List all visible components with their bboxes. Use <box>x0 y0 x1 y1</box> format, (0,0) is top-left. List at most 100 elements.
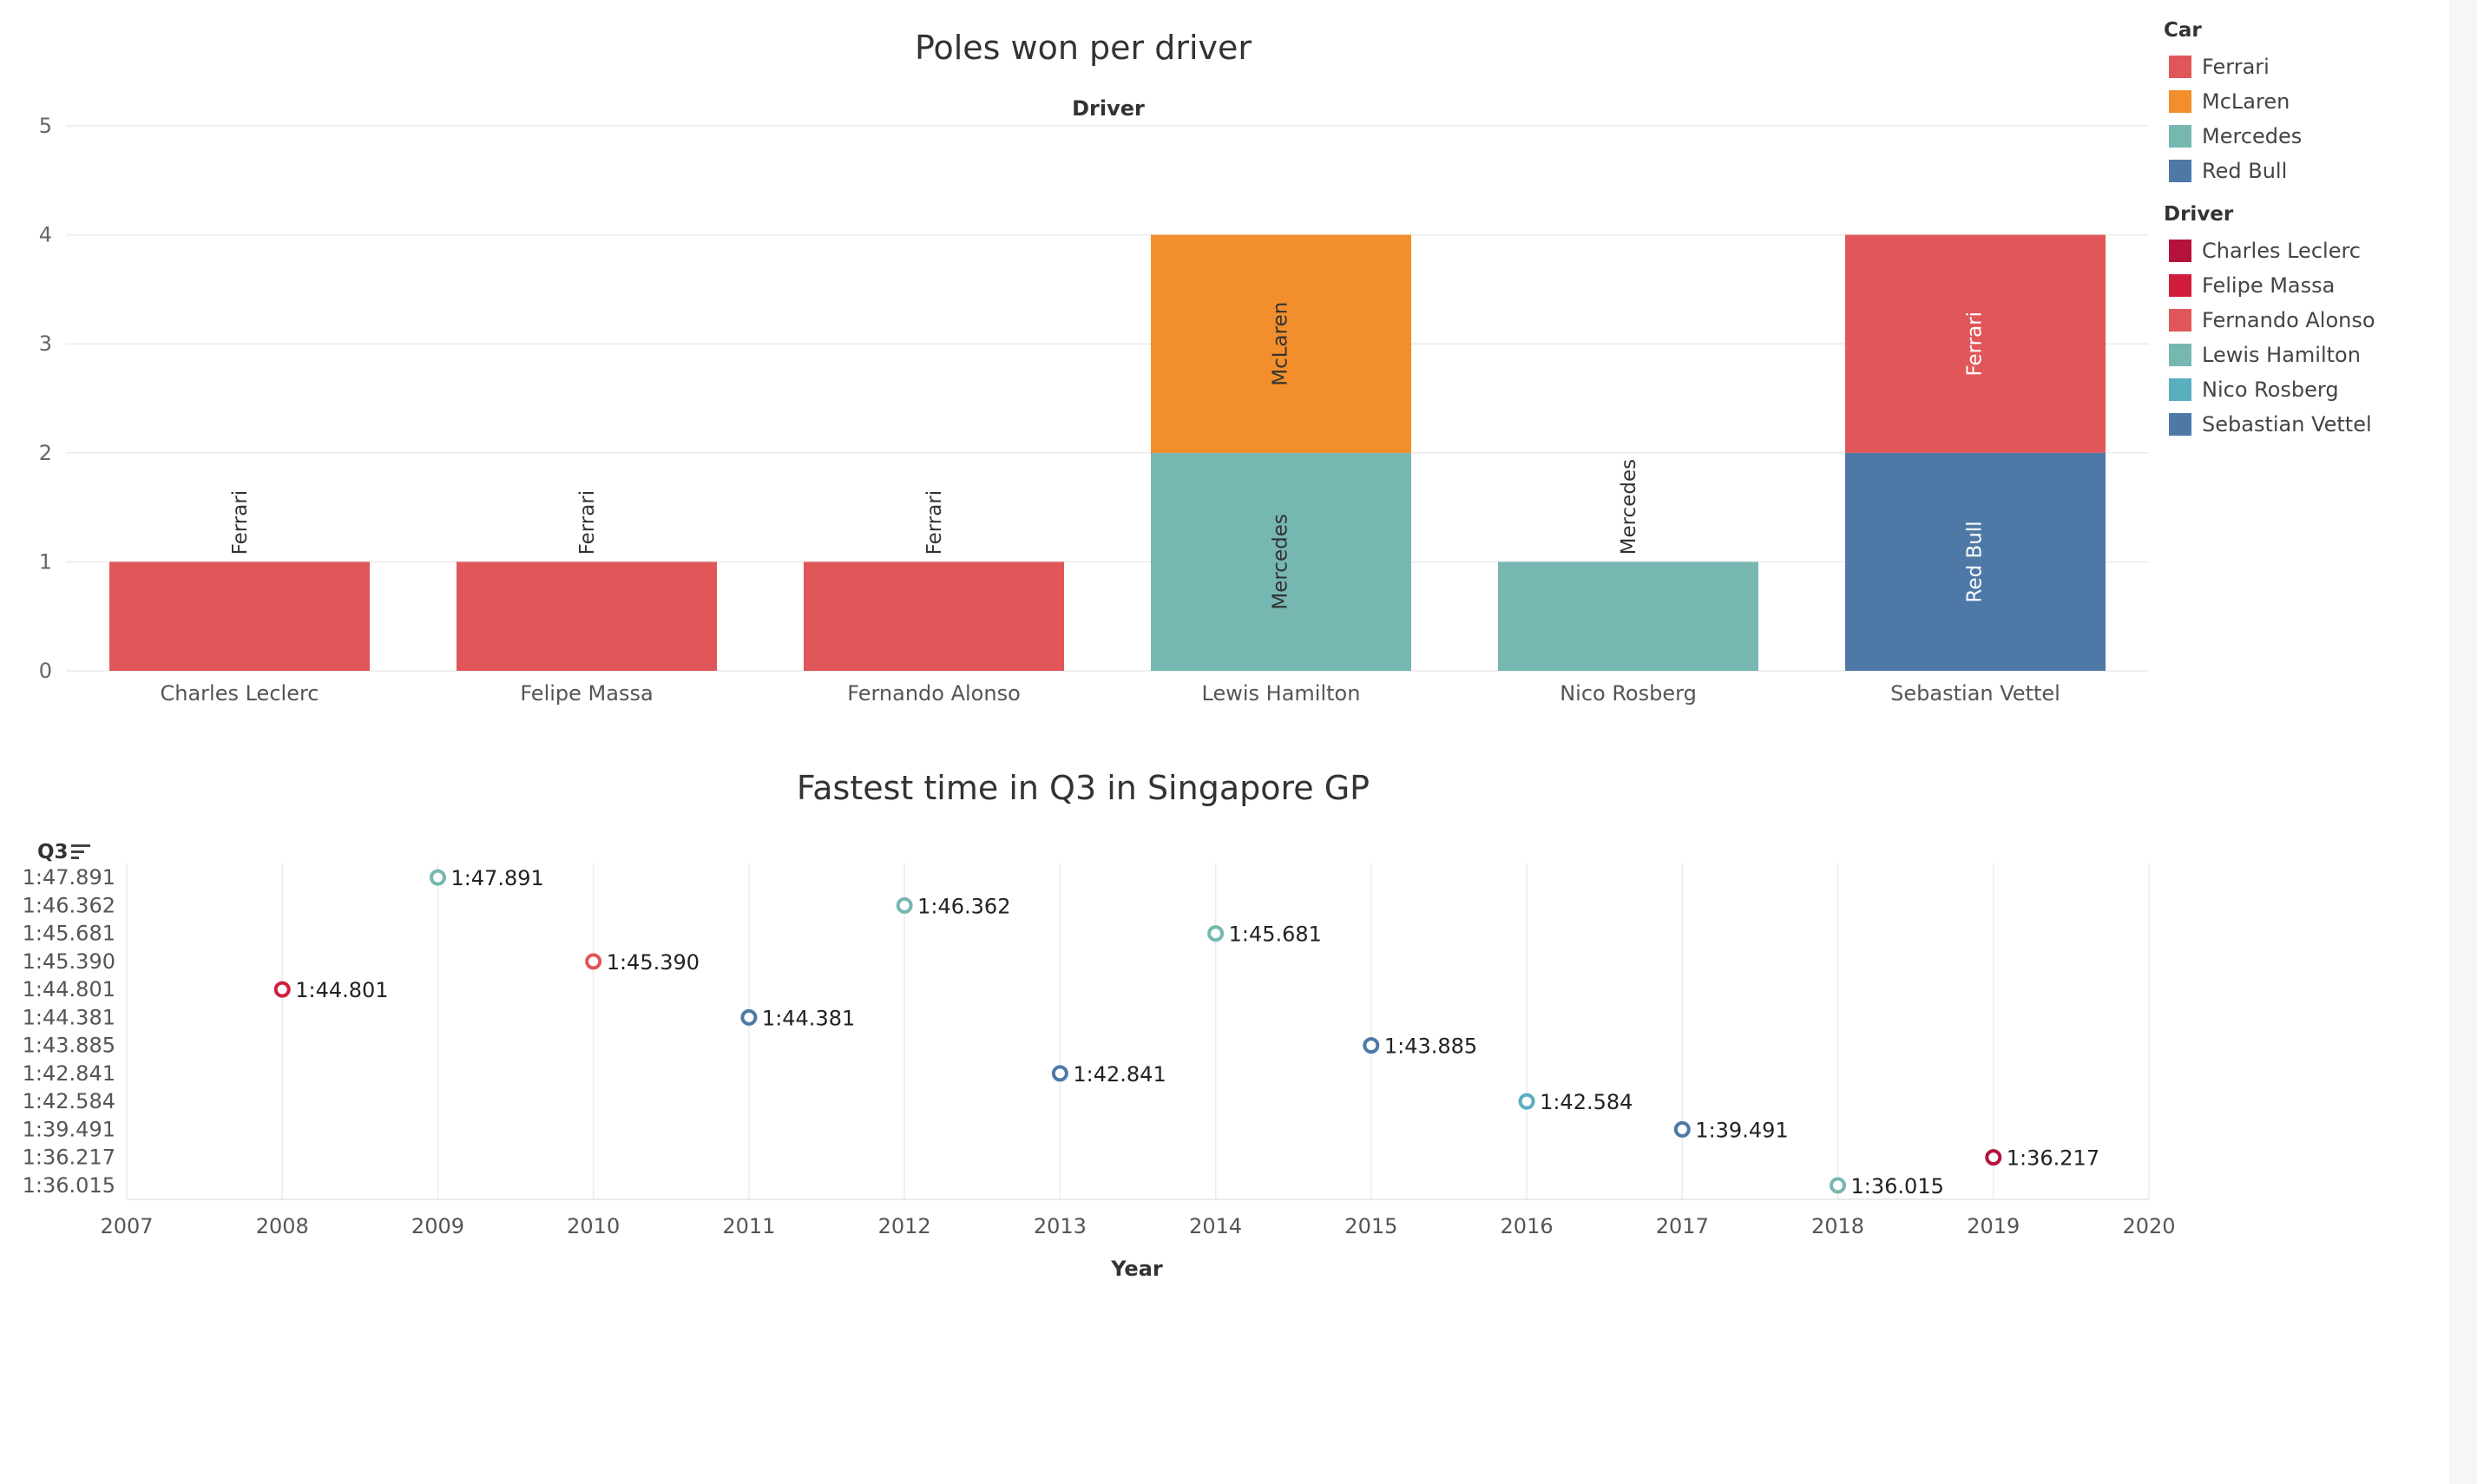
bar-lewis-hamilton-mercedes[interactable] <box>1151 452 1411 671</box>
x-axis-title: Year <box>1110 1257 1163 1281</box>
x-tick-label: 2020 <box>2122 1214 2175 1238</box>
x-tick-label: 2016 <box>1501 1214 1554 1238</box>
point-2018[interactable] <box>1830 1177 1847 1194</box>
chart-title: Poles won per driver <box>915 29 1252 67</box>
x-tick-label: 2017 <box>1656 1214 1709 1238</box>
x-tick-label: 2018 <box>1811 1214 1864 1238</box>
y-tick-label: 1:45.390 <box>23 949 115 974</box>
legend-driver: Driver Charles Leclerc Felipe Massa Fernand… <box>2164 203 2375 437</box>
y-tick-label: 1:36.015 <box>23 1173 115 1198</box>
bar-sebastian-vettel-ferrari[interactable] <box>1845 234 2106 453</box>
x-tick-label: Lewis Hamilton <box>1202 681 1361 706</box>
x-tick-label: 2012 <box>878 1214 931 1238</box>
bar-fernando-alonso-ferrari[interactable] <box>804 561 1064 671</box>
legend-swatch <box>2169 309 2191 332</box>
legend-item-mercedes[interactable]: Mercedes <box>2202 124 2302 148</box>
bar-felipe-massa-ferrari[interactable] <box>457 561 717 671</box>
point-label: 1:39.491 <box>1695 1118 1788 1142</box>
point-2010[interactable] <box>585 953 602 970</box>
sort-descending-icon[interactable] <box>71 844 90 859</box>
x-tick-label: 2007 <box>100 1214 153 1238</box>
y-tick-label: 1:39.491 <box>23 1117 115 1141</box>
legend-swatch <box>2169 125 2191 148</box>
legend-item-ferrari[interactable]: Ferrari <box>2202 55 2270 79</box>
point-2009[interactable] <box>429 869 446 886</box>
legend-swatch <box>2169 378 2191 401</box>
bar-label: Red Bull <box>1964 521 1987 602</box>
point-2013[interactable] <box>1051 1065 1068 1082</box>
point-label: 1:46.362 <box>917 894 1010 918</box>
point-2014[interactable] <box>1207 925 1225 942</box>
y-tick-label: 1:47.891 <box>23 865 115 890</box>
point-label: 1:47.891 <box>450 866 543 890</box>
legend-item-sebastian-vettel[interactable]: Sebastian Vettel <box>2202 412 2372 437</box>
y-tick-label: 1:43.885 <box>23 1034 115 1058</box>
legend-title: Car <box>2164 19 2202 42</box>
legend-title: Driver <box>2164 203 2234 226</box>
y-tick-label: 1:42.841 <box>23 1061 115 1086</box>
y-tick-label: 5 <box>39 114 52 138</box>
q3-chart: Fastest time in Q3 in Singapore GP Q3 2007… <box>23 769 2176 1281</box>
x-tick-label: 2010 <box>567 1214 620 1238</box>
y-tick-label: 2 <box>39 441 52 465</box>
point-label: 1:36.217 <box>2007 1146 2099 1171</box>
sort-icon-line <box>71 844 90 847</box>
legend-swatch <box>2169 413 2191 436</box>
x-tick-label: Felipe Massa <box>520 681 653 706</box>
x-tick-label: 2019 <box>1967 1214 2020 1238</box>
legend-item-fernando-alonso[interactable]: Fernando Alonso <box>2202 308 2375 332</box>
legend-item-lewis-hamilton[interactable]: Lewis Hamilton <box>2202 343 2361 367</box>
point-label: 1:45.681 <box>1229 923 1322 947</box>
y-tick-label: 4 <box>39 223 52 247</box>
bar-label: Ferrari <box>229 490 252 555</box>
legend-swatch <box>2169 240 2191 262</box>
sort-icon-line <box>71 857 79 859</box>
x-tick-label: 2009 <box>411 1214 464 1238</box>
legend-item-felipe-massa[interactable]: Felipe Massa <box>2202 273 2335 298</box>
y-tick-label: 1:45.681 <box>23 922 115 946</box>
bar-label: Ferrari <box>576 490 599 555</box>
point-label: 1:42.841 <box>1073 1062 1166 1087</box>
legend-item-mclaren[interactable]: McLaren <box>2202 89 2290 114</box>
y-tick-label: 1:44.801 <box>23 977 115 1001</box>
y-tick-label: 0 <box>39 659 52 683</box>
scrollbar-track[interactable] <box>2449 0 2477 1484</box>
x-tick-label: 2014 <box>1189 1214 1242 1238</box>
legend-item-charles-leclerc[interactable]: Charles Leclerc <box>2202 239 2361 263</box>
x-tick-label: Charles Leclerc <box>161 681 319 706</box>
point-2008[interactable] <box>273 981 291 998</box>
y-axis-title: Q3 <box>37 841 69 863</box>
bar-label: Ferrari <box>923 490 946 555</box>
x-tick-label: 2015 <box>1344 1214 1397 1238</box>
y-tick-label: 1:44.381 <box>23 1005 115 1029</box>
legend-swatch <box>2169 56 2191 78</box>
x-tick-label: 2011 <box>722 1214 775 1238</box>
point-2019[interactable] <box>1985 1149 2002 1166</box>
legend-swatch <box>2169 274 2191 297</box>
x-tick-label: 2008 <box>256 1214 309 1238</box>
bar-label: McLaren <box>1270 302 1292 386</box>
bar-label: Mercedes <box>1618 459 1640 555</box>
point-2017[interactable] <box>1673 1120 1691 1138</box>
legend-item-nico-rosberg[interactable]: Nico Rosberg <box>2202 378 2339 402</box>
point-2015[interactable] <box>1363 1037 1380 1054</box>
bar-charles-leclerc-ferrari[interactable] <box>109 561 370 671</box>
bar-sebastian-vettel-red-bull[interactable] <box>1845 452 2106 671</box>
bar-nico-rosberg-mercedes[interactable] <box>1498 561 1758 671</box>
legend-item-red-bull[interactable]: Red Bull <box>2202 159 2287 183</box>
point-label: 1:44.801 <box>295 978 388 1002</box>
y-tick-label: 3 <box>39 332 52 356</box>
x-tick-label: Nico Rosberg <box>1560 681 1697 706</box>
bar-label: Ferrari <box>1964 312 1987 377</box>
point-label: 1:43.885 <box>1384 1034 1477 1059</box>
x-axis-title: Driver <box>1072 96 1145 121</box>
y-tick-label: 1:46.362 <box>23 893 115 917</box>
bar-lewis-hamilton-mclaren[interactable] <box>1151 234 1411 453</box>
point-label: 1:45.390 <box>607 950 700 975</box>
point-2011[interactable] <box>740 1008 758 1026</box>
point-2016[interactable] <box>1518 1093 1535 1110</box>
point-2012[interactable] <box>896 896 913 914</box>
sort-icon-line <box>71 850 84 853</box>
